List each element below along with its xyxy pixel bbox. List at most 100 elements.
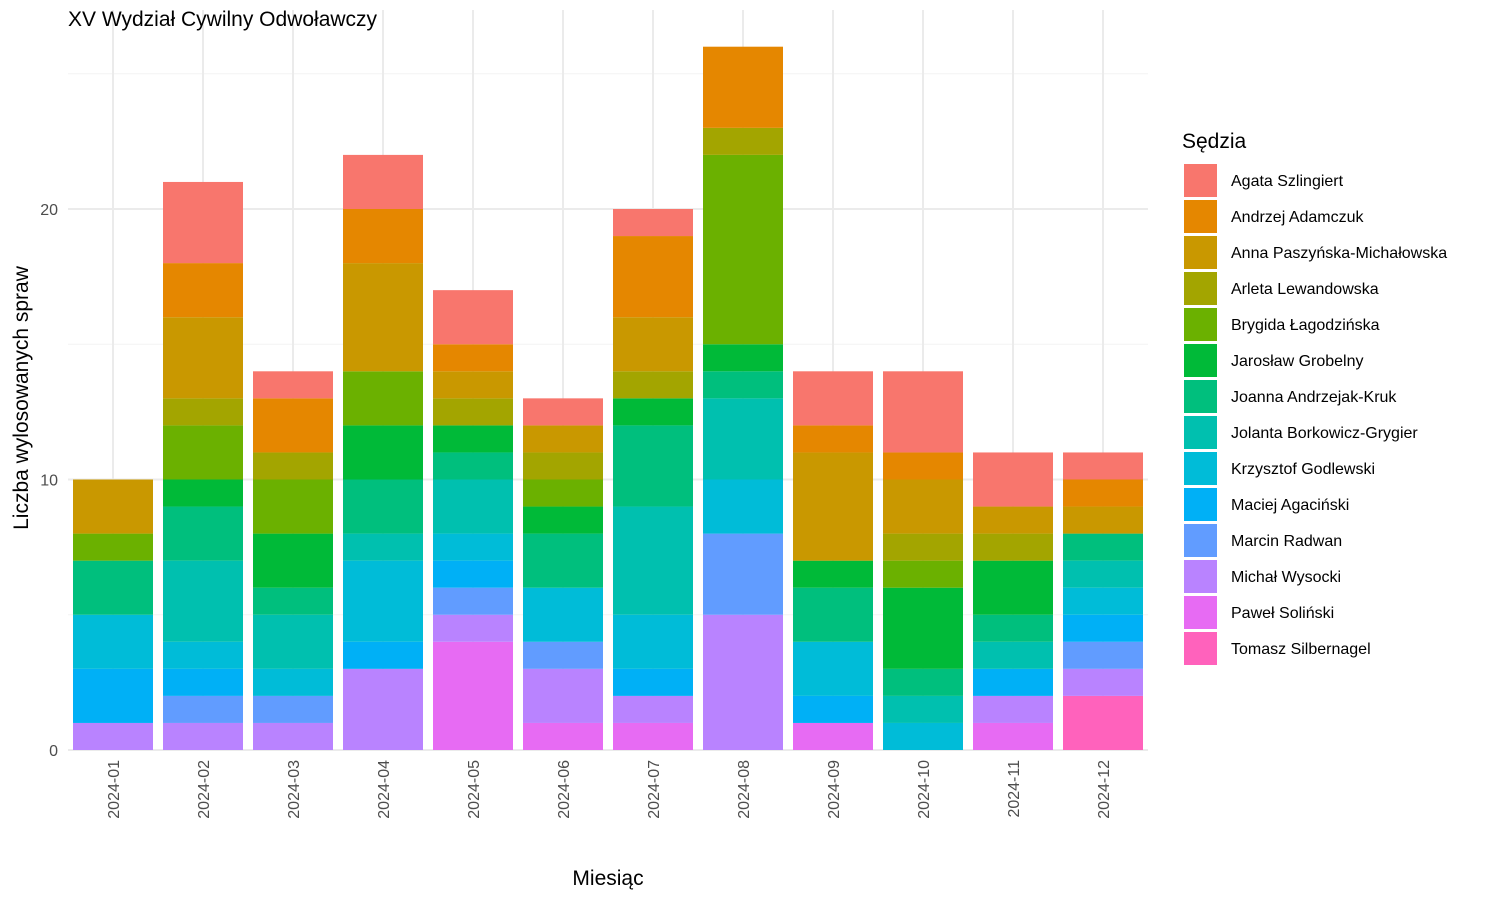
bar-segment <box>523 722 603 750</box>
bar-segment <box>433 641 513 750</box>
legend-swatch <box>1184 416 1217 449</box>
bar-segment <box>703 46 783 128</box>
bar-segment <box>973 560 1053 615</box>
legend-swatch <box>1184 452 1217 485</box>
legend-label: Krzysztof Godlewski <box>1231 461 1375 478</box>
bar-segment <box>73 614 153 669</box>
chart-title: XV Wydział Cywilny Odwoławczy <box>68 8 378 31</box>
bar-segment <box>613 695 693 723</box>
bar-segment <box>433 425 513 453</box>
legend-swatch <box>1184 488 1217 521</box>
bar-segment <box>883 695 963 723</box>
bar-segment <box>163 560 243 642</box>
bar-segment <box>163 425 243 480</box>
legend-swatch <box>1184 560 1217 593</box>
bar-segment <box>163 181 243 264</box>
bar-segment <box>163 479 243 507</box>
legend-swatch <box>1184 200 1217 233</box>
bars-layer <box>73 46 1143 750</box>
bar-segment <box>703 479 783 534</box>
x-tick-label: 2024-01 <box>106 760 123 819</box>
bar-segment <box>163 506 243 561</box>
x-axis-title: Miesiąc <box>572 867 643 890</box>
x-tick-label: 2024-04 <box>376 760 393 819</box>
bar-segment <box>793 695 873 723</box>
legend-label: Marcin Radwan <box>1231 533 1342 550</box>
bar-segment <box>613 398 693 426</box>
legend-item: Tomasz Silbernagel <box>1184 632 1371 665</box>
legend-item: Maciej Agaciński <box>1184 488 1349 521</box>
bar-segment <box>433 290 513 345</box>
legend-item: Michał Wysocki <box>1184 560 1341 593</box>
legend-item: Jolanta Borkowicz-Grygier <box>1184 416 1418 449</box>
bar-segment <box>253 452 333 480</box>
y-tick-label: 10 <box>40 473 58 490</box>
bar-segment <box>793 371 873 426</box>
bar-segment <box>523 641 603 669</box>
bar-segment <box>973 452 1053 507</box>
x-tick-label: 2024-05 <box>466 760 483 819</box>
y-axis-title: Liczba wylosowanych spraw <box>10 265 33 530</box>
bar-segment <box>343 263 423 372</box>
bar-segment <box>1063 506 1143 534</box>
bar-segment <box>883 587 963 669</box>
x-tick-label: 2024-11 <box>1006 760 1023 818</box>
legend-swatch <box>1184 308 1217 341</box>
bar-segment <box>1063 560 1143 588</box>
y-tick-label: 0 <box>49 743 58 760</box>
bar-segment <box>163 398 243 426</box>
bar-segment <box>523 479 603 507</box>
bar-segment <box>973 533 1053 561</box>
bar-segment <box>703 371 783 399</box>
bar-segment <box>73 533 153 561</box>
legend-item: Andrzej Adamczuk <box>1184 200 1365 233</box>
bar-segment <box>703 344 783 372</box>
bar-segment <box>73 560 153 615</box>
legend-swatch <box>1184 236 1217 269</box>
bar-segment <box>253 614 333 669</box>
bar-segment <box>253 533 333 588</box>
bar-segment <box>703 154 783 345</box>
bar-segment <box>703 398 783 480</box>
bar-segment <box>613 722 693 750</box>
bar-segment <box>433 398 513 426</box>
bar-segment <box>703 614 783 750</box>
bar-segment <box>883 722 963 750</box>
bar-segment <box>343 479 423 534</box>
bar-segment <box>793 452 873 561</box>
legend-label: Jolanta Borkowicz-Grygier <box>1231 425 1418 442</box>
legend-label: Andrzej Adamczuk <box>1231 209 1365 226</box>
bar-segment <box>613 236 693 318</box>
bar-segment <box>883 560 963 588</box>
bar-segment <box>973 506 1053 534</box>
bar-segment <box>883 668 963 696</box>
bar-segment <box>433 371 513 399</box>
bar-segment <box>883 452 963 480</box>
bar-segment <box>793 641 873 696</box>
bar-segment <box>1063 641 1143 669</box>
bar-segment <box>343 641 423 669</box>
bar-segment <box>163 641 243 669</box>
bar-segment <box>973 614 1053 642</box>
bar-segment <box>523 668 603 723</box>
bar-segment <box>523 587 603 642</box>
legend-label: Tomasz Silbernagel <box>1231 641 1371 658</box>
bar-segment <box>343 154 423 209</box>
x-tick-label: 2024-10 <box>916 760 933 819</box>
bar-segment <box>343 209 423 264</box>
bar-segment <box>523 533 603 588</box>
legend-item: Paweł Soliński <box>1184 596 1334 629</box>
bar-segment <box>523 506 603 534</box>
bar-segment <box>253 722 333 750</box>
bar-segment <box>433 614 513 642</box>
bar-segment <box>883 533 963 561</box>
bar-segment <box>433 560 513 588</box>
bar-segment <box>1063 533 1143 561</box>
bar-segment <box>883 371 963 453</box>
legend-label: Paweł Soliński <box>1231 605 1334 622</box>
bar-segment <box>793 722 873 750</box>
bar-segment <box>1063 668 1143 696</box>
bar-segment <box>73 722 153 750</box>
bar-segment <box>253 587 333 615</box>
